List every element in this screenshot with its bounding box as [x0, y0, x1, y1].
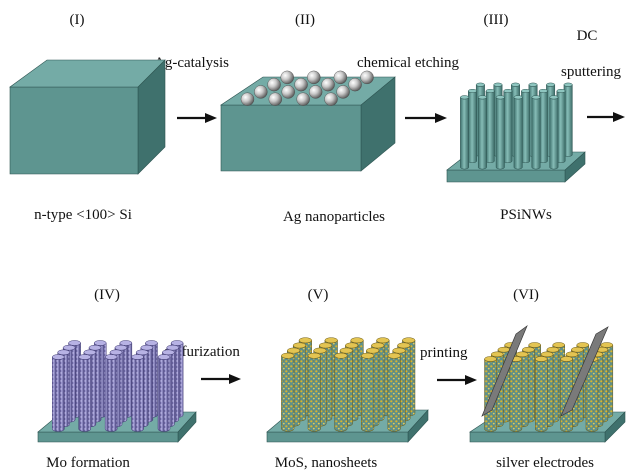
label-dc: DC [577, 28, 598, 44]
si-wafer-top-face [9, 59, 166, 88]
silicon-nanowire-2-3 [513, 95, 523, 170]
label-chemical-etching: chemical etching [357, 55, 460, 71]
ag-wafer-front-face [220, 104, 362, 172]
electrode-base-front-face [469, 431, 606, 443]
step-6-numeral: (VI) [513, 287, 539, 303]
step-5-caption: MoS, nanosheets [275, 455, 378, 471]
ag-nanoparticle-2-3 [336, 85, 350, 99]
step-2-caption: Ag nanoparticles [283, 209, 385, 225]
silicon-nanowire-1-1 [485, 88, 495, 164]
silicon-nanowire-1-0 [468, 88, 477, 164]
mos2-coated-nanowires-block [266, 337, 429, 443]
mo-nanowire-3-3 [131, 354, 144, 432]
arrow-5 [437, 375, 477, 385]
mo-nanowire-3-0 [52, 354, 65, 432]
silicon-nanowire-2-1 [477, 95, 487, 170]
label-printing: printing [420, 345, 468, 361]
silicon-nanowire-1-4 [538, 88, 548, 164]
si-wafer-front-face [9, 86, 139, 175]
step-1-numeral: (I) [70, 12, 85, 28]
mo-coated-nanowires-block [37, 340, 197, 443]
ag-nanoparticle-3-3 [324, 92, 338, 106]
ag-nanoparticle-0-0 [280, 70, 294, 85]
device-nanowire-3-1 [509, 356, 523, 432]
mo-nanowire-3-4 [157, 354, 171, 432]
ag-nanoparticle-3-0 [240, 92, 255, 106]
step-6-caption: silver electrodes [496, 455, 594, 471]
step-5-numeral: (V) [308, 287, 329, 303]
nanowires-with-electrodes-block [469, 324, 626, 443]
mos2-nanowire-3-4 [387, 352, 401, 432]
silicon-nanowire-1-5 [556, 88, 566, 164]
mo-base-front-face [37, 431, 179, 443]
ag-nanoparticle-1-3 [348, 77, 362, 92]
step-4-numeral: (IV) [94, 287, 120, 303]
ag-nanoparticle-3-2 [296, 92, 310, 106]
mos2-nanowire-3-0 [281, 352, 295, 432]
silicon-nanowire-1-2 [503, 88, 513, 164]
mos2-nanowire-3-3 [361, 352, 375, 432]
mos2-nanowire-3-2 [334, 352, 348, 432]
ag-nanoparticle-1-2 [321, 77, 335, 92]
step-4-caption: Mo formation [46, 455, 130, 471]
ag-nanoparticle-0-2 [333, 70, 348, 85]
silver-electrode-right [560, 326, 609, 417]
mos2-nanowire-3-1 [307, 352, 321, 432]
label-sputtering: sputtering [561, 64, 621, 80]
nanowire-base-front-face [446, 169, 566, 183]
ag-nanoparticle-2-0 [254, 85, 268, 99]
step-3-numeral: (III) [484, 12, 509, 28]
ag-nanoparticle-0-1 [307, 70, 321, 85]
mo-nanowire-3-1 [78, 354, 91, 432]
arrow-4 [201, 374, 241, 384]
arrow-2 [405, 113, 447, 123]
step-3-caption: PSiNWs [500, 207, 552, 223]
device-nanowire-3-0 [484, 356, 497, 432]
ag-nanoparticle-1-1 [294, 77, 308, 92]
label-ag-catalysis: Ag-catalysis [154, 55, 229, 71]
silicon-nanowire-2-5 [549, 95, 559, 170]
arrow-1 [177, 113, 217, 123]
ag-nanoparticle-3-1 [268, 92, 283, 106]
step-1-caption: n-type <100> Si [34, 207, 132, 223]
silicon-nanowire-1-3 [521, 88, 531, 164]
step-2-numeral: (II) [295, 12, 315, 28]
silicon-nanowire-2-4 [531, 95, 541, 170]
mos2-base-front-face [266, 431, 409, 443]
ag-nanoparticle-2-2 [308, 85, 323, 99]
silicon-nanowires-block [446, 82, 586, 183]
ag-nanoparticle-2-1 [281, 85, 295, 99]
silicon-nanowire-0-5 [563, 82, 573, 157]
silver-electrode-left [481, 324, 528, 417]
ag-nanoparticle-1-0 [267, 77, 281, 92]
ag-nanoparticle-0-3 [360, 70, 374, 85]
arrow-3 [587, 112, 625, 122]
ag-nanoparticles-block [220, 70, 396, 172]
silicon-wafer-block [9, 59, 166, 175]
device-nanowire-3-2 [535, 356, 548, 432]
silicon-nanowire-2-2 [495, 95, 505, 170]
mo-nanowire-3-2 [104, 354, 118, 432]
silicon-nanowire-2-0 [460, 95, 470, 170]
